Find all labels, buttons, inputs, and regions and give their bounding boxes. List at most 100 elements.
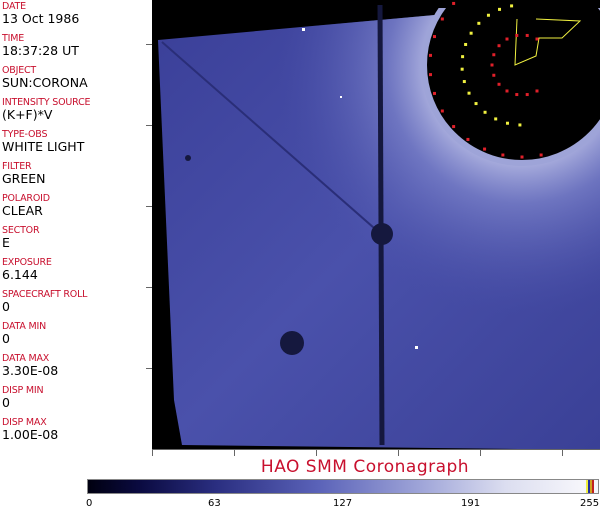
colorbar-label: 63: [208, 498, 221, 509]
marker: [515, 33, 519, 37]
field-intensity-source: INTENSITY SOURCE (K+F)*V: [2, 97, 91, 122]
marker: [452, 125, 456, 129]
field-disp-min: DISP MIN 0: [2, 385, 44, 410]
marker: [525, 33, 529, 37]
marker: [505, 121, 509, 125]
marker: [466, 137, 470, 141]
field-label: TIME: [2, 33, 25, 44]
field-label: DISP MAX: [2, 417, 47, 428]
field-value: 1.00E-08: [2, 427, 59, 442]
colorbar-label: 191: [461, 498, 481, 509]
marker: [460, 67, 464, 71]
image-edge: [422, 0, 600, 8]
marker: [539, 153, 543, 157]
colorbar-label: 0: [86, 498, 93, 509]
field-label: DATE: [2, 1, 26, 12]
field-value: SUN:CORONA: [2, 75, 88, 90]
axis-tick: [480, 450, 481, 456]
marker: [461, 55, 465, 59]
axis-tick: [562, 450, 563, 456]
marker: [535, 89, 539, 93]
marker: [535, 37, 539, 41]
field-filter: FILTER GREEN: [2, 162, 46, 186]
marker: [505, 37, 509, 41]
axis-tick: [316, 450, 317, 456]
field-label: DATA MIN: [2, 321, 46, 332]
field-type-obs: TYPE-OBS WHITE LIGHT: [2, 130, 84, 154]
field-value: 6.144: [2, 267, 38, 282]
star: [302, 28, 305, 31]
axis-line: [152, 449, 600, 450]
axis-tick: [146, 287, 152, 288]
field-exposure: EXPOSURE 6.144: [2, 258, 52, 282]
marker: [483, 110, 487, 114]
marker: [433, 35, 437, 39]
marker: [492, 73, 496, 77]
grid-markers: [429, 1, 543, 159]
marker: [501, 153, 505, 157]
field-label: INTENSITY SOURCE: [2, 97, 91, 108]
axis-tick: [398, 450, 399, 456]
field-label: TYPE-OBS: [2, 129, 48, 140]
field-value: (K+F)*V: [2, 107, 53, 122]
field-value: GREEN: [2, 171, 46, 186]
field-value: 13 Oct 1986: [2, 11, 80, 26]
marker: [474, 102, 478, 106]
field-label: FILTER: [2, 161, 32, 172]
marker: [486, 13, 490, 17]
field-sector: SECTOR E: [2, 226, 40, 250]
field-value: WHITE LIGHT: [2, 139, 85, 154]
marker: [440, 17, 444, 21]
axis-tick: [234, 450, 235, 456]
colorbar: [87, 479, 599, 494]
field-value: CLEAR: [2, 203, 43, 218]
marker: [497, 44, 501, 48]
marker: [497, 82, 501, 86]
star: [340, 96, 342, 98]
field-value: 0: [2, 395, 10, 410]
axis-tick: [152, 450, 153, 456]
field-label: DATA MAX: [2, 353, 50, 364]
marker: [505, 89, 509, 93]
axis-tick: [146, 125, 152, 126]
occulter-spot: [371, 223, 393, 245]
marker: [518, 123, 522, 127]
plot-title: HAO SMM Coronagraph: [260, 457, 470, 477]
marker: [477, 21, 481, 25]
coronagraph-image: [152, 0, 600, 450]
field-value: 3.30E-08: [2, 363, 59, 378]
marker: [464, 42, 468, 46]
field-data-min: DATA MIN 0: [2, 322, 46, 346]
colorbar-label: 255: [580, 498, 600, 509]
marker: [467, 91, 471, 95]
field-object: OBJECT SUN:CORONA: [2, 66, 88, 90]
marker: [433, 91, 437, 95]
field-disp-max: DISP MAX 1.00E-08: [2, 418, 58, 442]
field-label: POLAROID: [2, 193, 50, 204]
marker: [515, 93, 519, 97]
axis-tick: [146, 44, 152, 45]
field-label: EXPOSURE: [2, 257, 52, 268]
field-label: DISP MIN: [2, 385, 44, 396]
field-value: 0: [2, 299, 10, 314]
marker: [494, 117, 498, 121]
field-label: OBJECT: [2, 65, 37, 76]
colorbar-overlay-colors: [586, 480, 594, 493]
marker: [520, 155, 524, 159]
marker: [429, 73, 433, 77]
marker: [429, 53, 433, 57]
solar-north-pointer: [514, 18, 582, 66]
axis-tick: [146, 206, 152, 207]
dust-spot: [280, 331, 304, 355]
field-value: 0: [2, 331, 10, 346]
star: [415, 346, 418, 349]
marker: [452, 1, 456, 5]
colorbar-label: 127: [333, 498, 353, 509]
marker: [525, 93, 529, 97]
field-data-max: DATA MAX 3.30E-08: [2, 354, 58, 378]
marker: [498, 7, 502, 11]
marker: [469, 31, 473, 35]
marker: [510, 4, 514, 8]
axis-tick: [146, 368, 152, 369]
field-polaroid: POLAROID CLEAR: [2, 194, 50, 218]
